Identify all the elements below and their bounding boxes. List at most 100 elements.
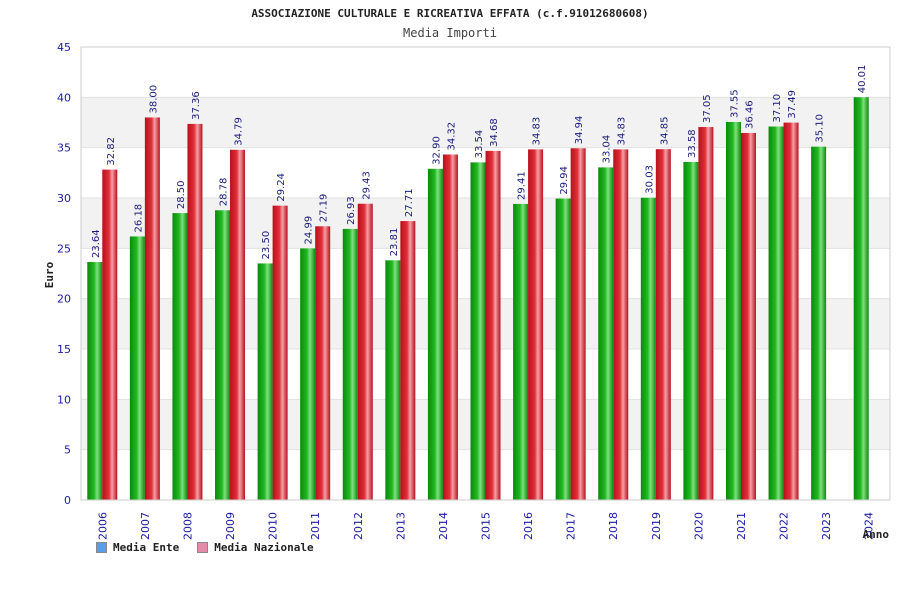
data-label: 27.19 — [319, 194, 330, 223]
x-tick-label: 2011 — [309, 512, 322, 540]
x-tick-label: 2008 — [181, 512, 194, 540]
y-axis-label: Euro — [43, 261, 56, 288]
bar-media-nazionale — [102, 169, 118, 500]
legend-label-media-nazionale: Media Nazionale — [214, 541, 314, 554]
bar-media-nazionale — [528, 149, 544, 501]
legend-item-media-ente: Media Ente — [96, 541, 179, 554]
data-label: 37.49 — [787, 90, 798, 119]
data-label: 29.43 — [361, 171, 372, 200]
data-label: 34.85 — [659, 117, 670, 146]
y-tick-label: 30 — [57, 192, 71, 205]
bar-media-nazionale — [400, 221, 416, 500]
legend-swatch-media-nazionale — [197, 542, 209, 553]
bar-media-ente — [87, 262, 103, 500]
bar-media-ente — [725, 121, 741, 500]
y-tick-label: 35 — [57, 142, 71, 155]
x-tick-label: 2024 — [863, 512, 876, 540]
y-tick-label: 25 — [57, 242, 71, 255]
bar-media-nazionale — [613, 149, 629, 501]
data-label: 28.50 — [176, 180, 187, 209]
bar-media-nazionale — [272, 205, 288, 500]
data-label: 36.46 — [744, 100, 755, 129]
bar-media-ente — [427, 168, 443, 500]
bar-media-ente — [385, 260, 401, 500]
bar-media-ente — [342, 228, 358, 500]
data-label: 23.64 — [91, 229, 102, 258]
bar-media-nazionale — [570, 148, 586, 500]
data-label: 26.18 — [133, 204, 144, 233]
data-label: 30.03 — [644, 165, 655, 194]
data-label: 26.93 — [346, 196, 357, 225]
bar-media-nazionale — [485, 150, 501, 500]
legend-swatch-media-ente — [96, 542, 107, 553]
bar-media-ente — [683, 161, 699, 500]
bar-media-nazionale — [187, 123, 203, 500]
data-label: 34.68 — [489, 118, 500, 147]
bar-media-ente — [555, 198, 571, 500]
value-labels: 23.64 32.82 26.18 38.00 28.50 37.36 28.78 34.79… — [91, 65, 868, 260]
x-tick-label: 2019 — [650, 512, 663, 540]
bar-media-ente — [598, 167, 614, 500]
y-tick-label: 0 — [64, 494, 71, 507]
x-tick-label: 2007 — [139, 512, 152, 540]
data-label: 34.83 — [532, 117, 543, 146]
data-label: 27.71 — [404, 188, 415, 217]
x-tick-label: 2017 — [565, 512, 578, 540]
data-label: 24.99 — [304, 216, 315, 245]
x-tick-label: 2014 — [437, 512, 450, 540]
data-label: 28.78 — [219, 178, 230, 207]
y-tick-label: 20 — [57, 293, 71, 306]
data-label: 37.36 — [191, 91, 202, 120]
x-tick-label: 2018 — [607, 512, 620, 540]
x-tick-label: 2015 — [480, 512, 493, 540]
bar-media-ente — [300, 248, 316, 500]
bar-media-nazionale — [144, 117, 160, 500]
x-tick-label: 2010 — [267, 512, 280, 540]
chart-subtitle: Media Importi — [403, 26, 497, 40]
bar-media-nazionale — [442, 154, 458, 500]
data-label: 23.81 — [389, 228, 400, 257]
data-label: 32.90 — [431, 136, 442, 165]
data-label: 37.10 — [772, 94, 783, 123]
bar-media-nazionale — [357, 203, 373, 500]
data-label: 23.50 — [261, 231, 272, 260]
legend-item-media-nazionale: Media Nazionale — [197, 541, 314, 554]
bar-media-ente — [470, 162, 486, 500]
bar-media-ente — [768, 126, 784, 500]
bar-media-nazionale — [783, 122, 799, 500]
y-axis-ticks: 0 5 10 15 20 25 30 35 40 45 — [57, 41, 71, 507]
bar-media-ente — [640, 197, 656, 500]
bar-media-nazionale — [740, 132, 756, 500]
y-tick-label: 45 — [57, 41, 71, 54]
y-tick-label: 10 — [57, 393, 71, 406]
data-label: 32.82 — [106, 137, 117, 166]
y-tick-label: 40 — [57, 91, 71, 104]
data-label: 40.01 — [857, 65, 868, 94]
chart-title: ASSOCIAZIONE CULTURALE E RICREATIVA EFFA… — [251, 7, 648, 20]
data-label: 29.94 — [559, 166, 570, 195]
x-tick-label: 2013 — [394, 512, 407, 540]
x-tick-label: 2022 — [778, 512, 791, 540]
bar-media-ente — [215, 210, 231, 501]
x-axis-ticks: 2006 2007 2008 2009 2010 2011 2012 2013 2014 2015… — [96, 512, 875, 540]
x-tick-label: 2012 — [352, 512, 365, 540]
legend: Media Ente Media Nazionale — [96, 541, 314, 554]
data-label: 35.10 — [815, 114, 826, 143]
bar-media-ente — [513, 203, 529, 500]
bar-media-nazionale — [655, 149, 671, 500]
x-axis-label: Anno — [863, 528, 890, 541]
data-label: 34.32 — [446, 122, 457, 151]
plot-frame — [80, 46, 891, 501]
data-label: 37.05 — [702, 94, 713, 123]
data-label: 37.55 — [729, 89, 740, 118]
bar-media-ente — [172, 213, 188, 500]
data-label: 38.00 — [148, 85, 159, 114]
bar-media-nazionale — [698, 127, 714, 500]
data-label: 34.79 — [234, 117, 245, 146]
bar-media-ente — [811, 146, 827, 500]
x-tick-label: 2016 — [522, 512, 535, 540]
bar-media-nazionale — [315, 226, 331, 500]
y-tick-label: 5 — [64, 444, 71, 457]
data-label: 33.04 — [602, 135, 613, 164]
